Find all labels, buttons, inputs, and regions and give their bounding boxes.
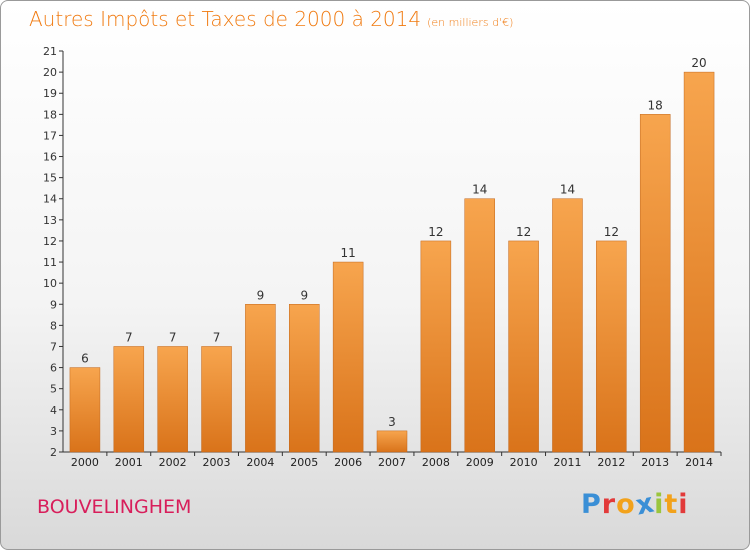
data-label: 20 [691, 56, 706, 70]
x-tick-label: 2009 [466, 456, 494, 469]
bar [376, 430, 408, 453]
x-tick-label: 2004 [246, 456, 274, 469]
y-tick-label: 12 [43, 235, 57, 248]
x-tick-label: 2002 [159, 456, 187, 469]
y-tick-label: 20 [43, 66, 57, 79]
y-tick-label: 4 [50, 404, 57, 417]
bar [245, 304, 276, 453]
data-label: 12 [428, 225, 443, 239]
x-tick-label: 2008 [422, 456, 450, 469]
y-tick-label: 10 [43, 277, 57, 290]
x-tick-label: 2001 [115, 456, 143, 469]
x-tick-label: 2000 [71, 456, 99, 469]
chart-title: Autres Impôts et Taxes de 2000 à 2014 (en… [29, 7, 513, 31]
x-tick-label: 2003 [203, 456, 231, 469]
y-tick-label: 14 [43, 193, 57, 206]
bar [69, 367, 101, 453]
bar [157, 346, 188, 453]
logo-letter: i [654, 489, 665, 520]
x-tick-label: 2010 [510, 456, 538, 469]
y-tick-label: 6 [50, 362, 57, 375]
x-tick-label: 2012 [597, 456, 625, 469]
data-label: 7 [213, 330, 221, 344]
bar [289, 304, 320, 453]
y-tick-label: 16 [43, 151, 57, 164]
y-tick-label: 19 [43, 87, 57, 100]
proxiti-logo: Proxiti [581, 487, 689, 521]
chart-subtitle: (en milliers d'€) [427, 16, 514, 29]
bar [639, 114, 671, 453]
logo-letter: P [581, 489, 602, 520]
logo-letter: r [601, 489, 617, 520]
data-label: 3 [388, 415, 396, 429]
bar [552, 198, 583, 453]
chart-title-text: Autres Impôts et Taxes de 2000 à 2014 [29, 7, 422, 31]
x-tick-label: 2014 [685, 456, 713, 469]
x-tick-label: 2005 [290, 456, 318, 469]
data-label: 14 [560, 183, 575, 197]
x-tick-label: 2006 [334, 456, 362, 469]
y-tick-label: 18 [43, 108, 57, 121]
logo-letter: i [678, 489, 689, 520]
data-label: 7 [169, 330, 177, 344]
data-label: 11 [340, 246, 355, 260]
bar [464, 198, 495, 453]
data-label: 18 [648, 98, 663, 112]
data-label: 12 [604, 225, 619, 239]
bar [332, 261, 364, 453]
y-tick-label: 9 [50, 298, 57, 311]
y-tick-label: 7 [50, 340, 57, 353]
logo-letter: o [616, 489, 636, 520]
x-tick-label: 2007 [378, 456, 406, 469]
chart-data-labels: 2000 6 2001 7 2002 7 2003 7 2004 9 2005 9 2006 11 2007… [71, 56, 713, 469]
data-label: 9 [257, 288, 265, 302]
y-tick-label: 11 [43, 256, 57, 269]
town-name: BOUVELINGHEM [37, 496, 192, 518]
bar [596, 240, 627, 453]
data-label: 9 [300, 288, 308, 302]
x-tick-label: 2011 [553, 456, 581, 469]
y-tick-label: 8 [50, 319, 57, 332]
chart-bars [69, 71, 715, 453]
bar [420, 240, 452, 453]
y-tick-label: 13 [43, 214, 57, 227]
bar [201, 346, 232, 453]
logo-letter: t [664, 489, 679, 520]
bar [683, 71, 715, 453]
y-tick-label: 5 [50, 383, 57, 396]
y-tick-label: 17 [43, 129, 57, 142]
y-tick-label: 21 [43, 45, 57, 58]
data-label: 7 [125, 330, 133, 344]
data-label: 6 [81, 352, 89, 366]
bar [113, 346, 145, 453]
x-tick-label: 2013 [641, 456, 669, 469]
y-tick-label: 2 [50, 446, 57, 459]
y-tick-label: 3 [50, 425, 57, 438]
data-label: 14 [472, 183, 487, 197]
data-label: 12 [516, 225, 531, 239]
bar [508, 240, 539, 453]
y-tick-label: 15 [43, 172, 57, 185]
